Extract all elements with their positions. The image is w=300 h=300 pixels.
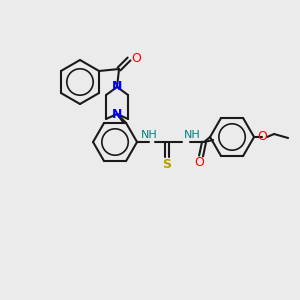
Text: S: S <box>163 158 172 170</box>
Text: NH: NH <box>141 130 158 140</box>
Text: N: N <box>112 80 122 94</box>
Text: N: N <box>112 107 122 121</box>
Text: O: O <box>131 52 141 64</box>
Text: NH: NH <box>184 130 201 140</box>
Text: O: O <box>257 130 267 143</box>
Text: O: O <box>194 155 204 169</box>
